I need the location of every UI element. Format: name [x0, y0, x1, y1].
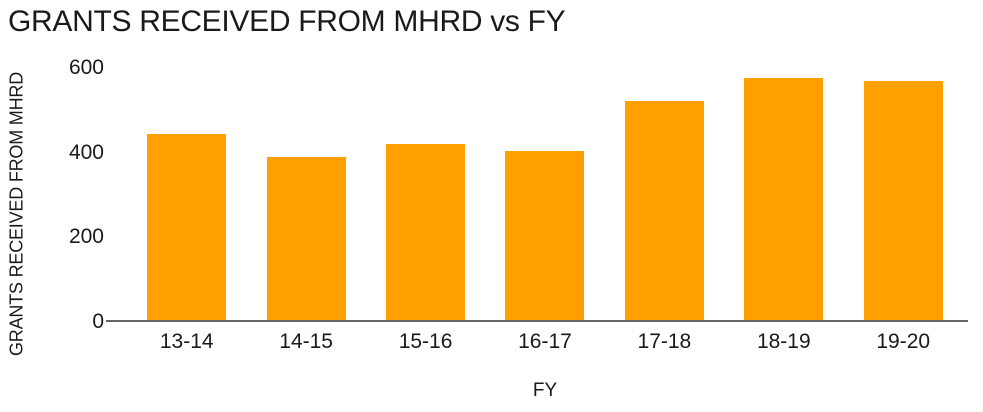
x-axis-tick-labels: 13-14 14-15 15-16 16-17 17-18 18-19 19-20	[127, 330, 963, 354]
x-axis-tick-label: 18-19	[756, 330, 811, 353]
bar-band	[485, 68, 604, 322]
bar-band	[246, 68, 365, 322]
bar-band	[844, 68, 963, 322]
x-axis-tick-label: 17-18	[637, 330, 692, 353]
bar-band	[366, 68, 485, 322]
bar-18-19	[744, 78, 824, 322]
x-axis-title: FY	[532, 380, 558, 401]
y-axis-tick-label: 200	[68, 225, 104, 249]
x-axis-tick-label: 14-15	[279, 330, 333, 353]
x-axis-tick-label: 16-17	[518, 330, 572, 353]
bar-14-15	[266, 157, 346, 322]
y-axis-tick-label: 0	[92, 310, 104, 333]
bar-19-20	[863, 81, 943, 322]
bar-13-14	[147, 134, 227, 322]
bar-16-17	[505, 151, 585, 322]
chart-title: GRANTS RECEIVED FROM MHRD vs FY	[8, 5, 566, 38]
y-axis-tick-label: 600	[68, 56, 104, 79]
bar-band	[605, 68, 724, 322]
x-axis-tick-label: 15-16	[398, 330, 453, 353]
bar-15-16	[386, 144, 466, 322]
bar-17-18	[624, 101, 704, 322]
bar-band	[127, 68, 246, 322]
bar-band	[724, 68, 843, 322]
y-axis-tick-label: 400	[68, 140, 104, 164]
plot-area	[127, 68, 963, 322]
x-axis-tick-label: 13-14	[159, 330, 214, 353]
x-axis-line	[106, 320, 968, 322]
y-axis-title: GRANTS RECEIVED FROM MHRD	[6, 71, 27, 357]
x-axis-tick-label: 19-20	[876, 330, 931, 353]
